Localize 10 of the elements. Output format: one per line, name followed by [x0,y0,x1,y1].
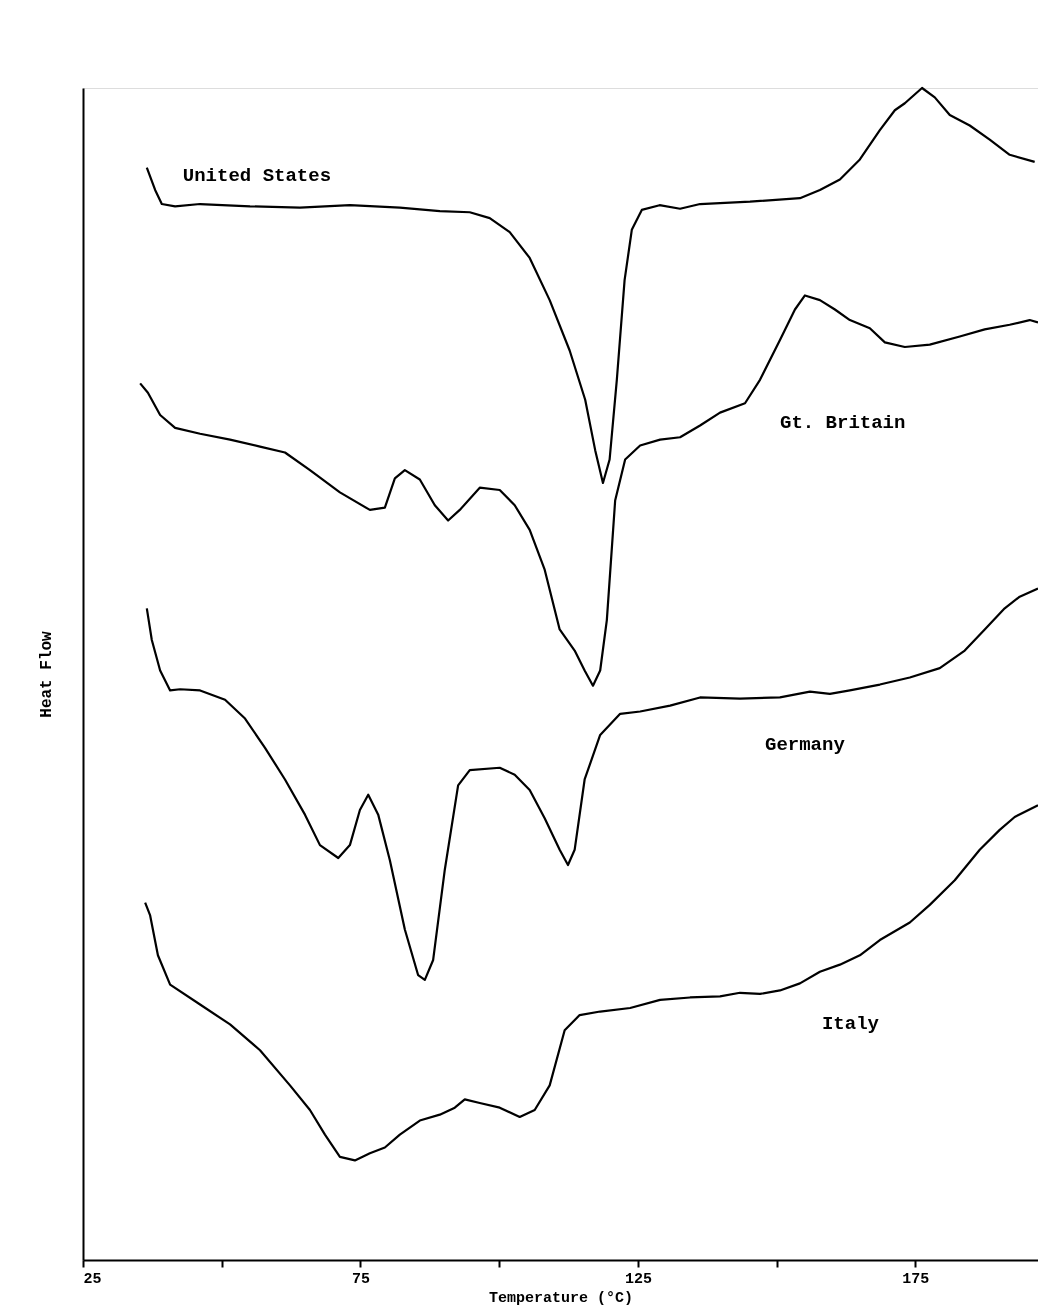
series-label: United States [182,164,332,187]
x-tick-label: 75 [351,1270,370,1288]
x-axis-title: Temperature (°C) [488,1289,634,1307]
series-label: Italy [821,1013,880,1036]
series-label: Gt. Britain [780,412,906,435]
x-tick-label: 125 [624,1270,652,1288]
y-axis-title: Heat Flow [37,630,56,718]
x-tick-label: 25 [83,1270,102,1288]
x-tick-label: 175 [902,1270,930,1288]
series-label: Germany [765,733,846,756]
